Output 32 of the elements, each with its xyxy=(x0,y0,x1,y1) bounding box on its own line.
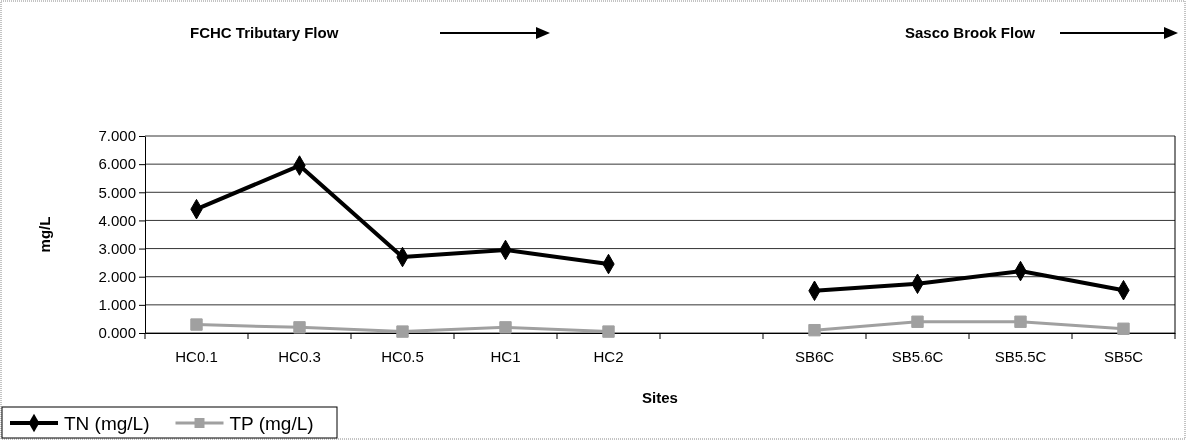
y-tick-label: 7.000 xyxy=(98,127,136,145)
x-tick-label: SB5.6C xyxy=(891,347,944,365)
legend-label: TN (mg/L) xyxy=(64,413,150,434)
legend-label: TP (mg/L) xyxy=(229,413,314,434)
y-tick-label: 0.000 xyxy=(98,324,136,342)
text: Sasco Brook Flow xyxy=(905,24,1036,41)
x-tick-label: SB6C xyxy=(794,347,835,365)
text: FCHC Tributary Flow xyxy=(190,24,339,41)
x-tick-label: HC0.3 xyxy=(278,347,321,365)
point xyxy=(1117,322,1130,335)
y-tick-label: 6.000 xyxy=(98,155,136,173)
point xyxy=(396,325,409,338)
x-tick-label: HC0.5 xyxy=(381,347,424,365)
point xyxy=(911,315,924,328)
y-axis-title: mg/L xyxy=(36,216,53,253)
y-tick-label: 4.000 xyxy=(98,211,136,229)
x-tick-label: HC1 xyxy=(490,347,521,365)
point xyxy=(190,318,203,331)
point xyxy=(293,321,306,334)
y-tick-label: 1.000 xyxy=(98,296,136,314)
y-tick-label: 2.000 xyxy=(98,268,136,286)
x-tick-label: SB5C xyxy=(1103,347,1144,365)
x-tick-label: HC0.1 xyxy=(175,347,218,365)
point xyxy=(808,323,821,337)
point xyxy=(499,321,512,334)
y-tick-label: 3.000 xyxy=(98,239,136,257)
point xyxy=(602,325,615,338)
x-tick-label: SB5.5C xyxy=(994,347,1047,365)
y-tick-label: 5.000 xyxy=(98,183,136,201)
x-tick-label: HC2 xyxy=(593,347,624,365)
x-axis-title: Sites xyxy=(642,389,678,406)
point xyxy=(1014,315,1027,328)
